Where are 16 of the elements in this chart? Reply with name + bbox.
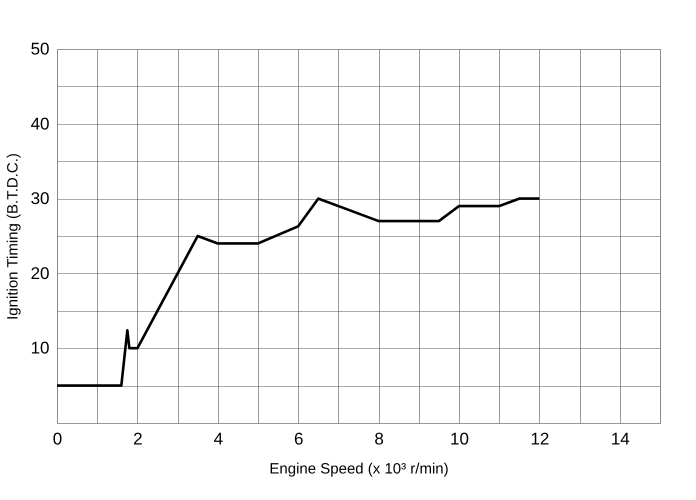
y-tick-label: 30 [30, 189, 50, 208]
y-tick-label: 50 [30, 40, 50, 58]
x-tick-label: 14 [610, 430, 630, 448]
line-series [57, 197, 541, 387]
x-tick-label: 8 [374, 430, 384, 448]
x-tick-label: 10 [450, 430, 469, 448]
x-tick-label: 0 [52, 430, 62, 448]
x-tick-label: 2 [133, 430, 143, 448]
x-axis-title: Engine Speed (x 10³ r/min) [269, 460, 449, 478]
x-tick-label: 4 [214, 430, 224, 448]
y-axis-title: Ignition Timing (B.T.D.C.) [4, 153, 22, 320]
y-tick-label: 10 [30, 338, 50, 358]
y-tick-label: 20 [30, 264, 50, 283]
y-tick-label: 40 [30, 114, 50, 134]
x-tick-label: 12 [530, 430, 550, 448]
x-tick-label: 6 [294, 430, 304, 448]
